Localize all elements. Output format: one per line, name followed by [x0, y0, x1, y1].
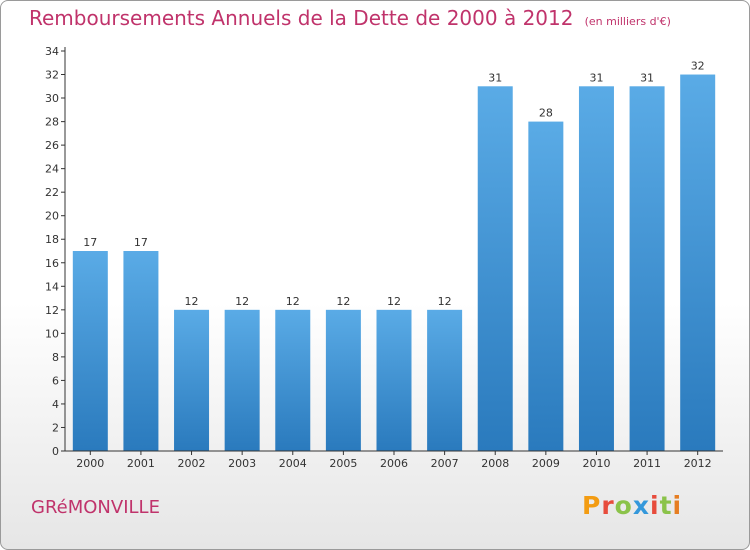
bar-2004: [275, 309, 311, 451]
x-tick-label: 2006: [380, 457, 408, 470]
logo-letter: o: [614, 491, 633, 520]
x-tick-label: 2008: [481, 457, 509, 470]
y-tick-label: 6: [52, 374, 59, 387]
y-tick-label: 20: [45, 210, 59, 223]
bar-value-label: 12: [286, 295, 300, 308]
bar-2003: [224, 309, 260, 451]
title-main: Remboursements Annuels de la Dette de 20…: [29, 6, 574, 30]
bar-2002: [174, 309, 210, 451]
x-axis: 2000 2001 2002 2003 2004 2005 2006 2007 2008 2009…: [65, 450, 723, 470]
bar-2007: [427, 309, 463, 451]
bar-2001: [123, 251, 159, 451]
x-tick-label: 2010: [582, 457, 610, 470]
y-tick-label: 16: [45, 257, 59, 270]
bar-value-label: 12: [336, 295, 350, 308]
logo-letter: t: [659, 491, 673, 520]
y-tick-label: 22: [45, 186, 59, 199]
logo-letter: P: [582, 491, 602, 520]
y-tick-label: 32: [45, 69, 59, 82]
x-tick-label: 2005: [329, 457, 357, 470]
y-tick-label: 28: [45, 116, 59, 129]
x-tick-label: 2002: [178, 457, 206, 470]
y-tick-label: 30: [45, 92, 59, 105]
x-tick-label: 2003: [228, 457, 256, 470]
logo-letter: r: [601, 491, 615, 520]
y-tick-label: 18: [45, 233, 59, 246]
x-tick-label: 2000: [76, 457, 104, 470]
y-tick-label: 12: [45, 304, 59, 317]
x-tick-label: 2007: [431, 457, 459, 470]
x-tick-label: 2004: [279, 457, 307, 470]
bar-value-label: 12: [387, 295, 401, 308]
y-tick-label: 24: [45, 163, 59, 176]
logo-letter: i: [672, 491, 683, 520]
bar-2005: [325, 309, 361, 451]
y-tick-label: 2: [52, 421, 59, 434]
logo-letter: i: [650, 491, 660, 520]
bar-2009: [528, 121, 564, 452]
bar-value-label: 31: [640, 71, 654, 84]
y-tick-label: 8: [52, 351, 59, 364]
y-tick-label: 14: [45, 280, 59, 293]
logo-letter: x: [632, 491, 650, 520]
bar-value-label: 31: [488, 71, 502, 84]
x-tick-label: 2012: [684, 457, 712, 470]
bar-2008: [477, 86, 513, 451]
x-tick-label: 2009: [532, 457, 560, 470]
bar-2011: [629, 86, 665, 451]
commune-name: GRéMONVILLE: [31, 497, 160, 518]
chart-title: Remboursements Annuels de la Dette de 20…: [29, 6, 671, 30]
bar-value-label: 12: [438, 295, 452, 308]
x-tick-label: 2011: [633, 457, 661, 470]
bar-2010: [578, 86, 614, 451]
bar-value-label: 28: [539, 107, 553, 120]
bar-2012: [680, 74, 716, 451]
y-tick-label: 4: [52, 398, 59, 411]
bars: 17 17 12 12 12 12 12 12 31 28 31 31 32: [72, 60, 716, 452]
bar-value-label: 12: [185, 295, 199, 308]
bar-2000: [72, 251, 108, 451]
y-tick-label: 10: [45, 327, 59, 340]
x-tick-label: 2001: [127, 457, 155, 470]
bar-value-label: 17: [83, 236, 97, 249]
proxiti-logo: Proxiti: [582, 491, 682, 520]
bar-value-label: 17: [134, 236, 148, 249]
bar-2006: [376, 309, 412, 451]
bar-value-label: 31: [589, 71, 603, 84]
y-tick-label: 34: [45, 45, 59, 58]
bar-value-label: 12: [235, 295, 249, 308]
bar-value-label: 32: [691, 60, 705, 73]
y-tick-label: 0: [52, 445, 59, 458]
y-tick-label: 26: [45, 139, 59, 152]
title-unit: (en milliers d'€): [584, 15, 671, 28]
